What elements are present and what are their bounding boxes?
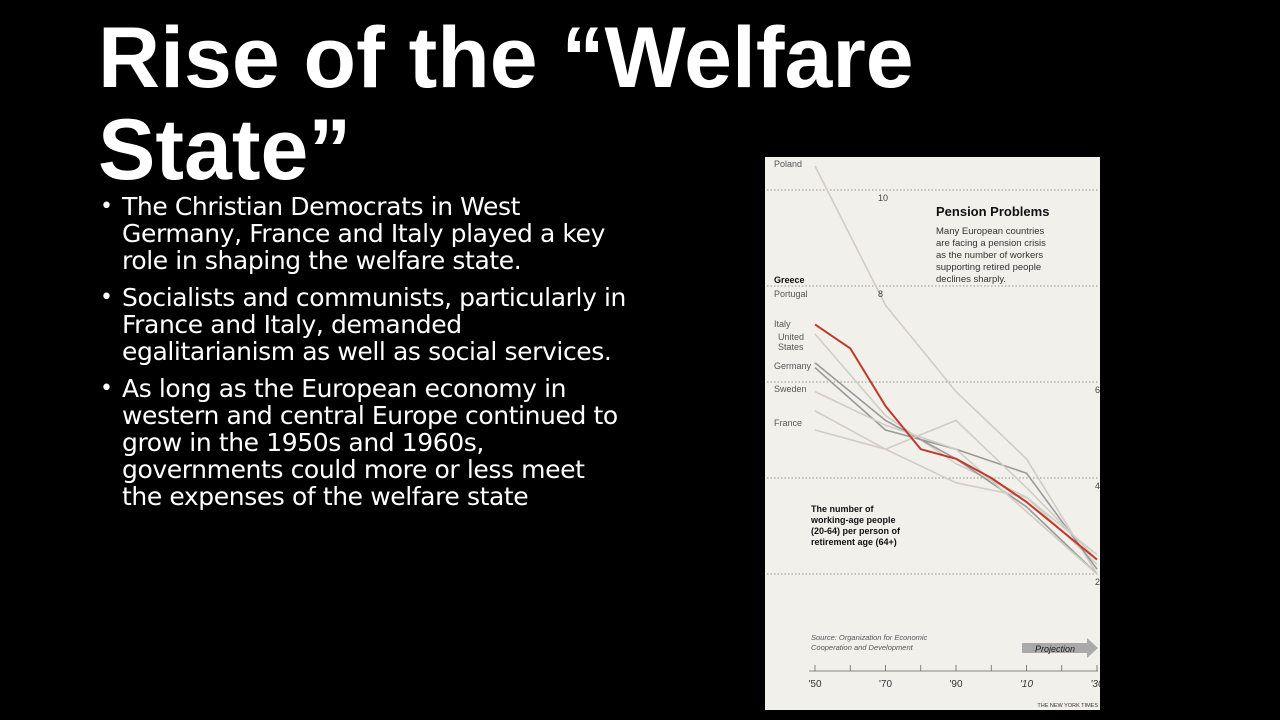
annotation-line: working-age people	[810, 515, 896, 525]
chart-title: Pension Problems	[936, 204, 1049, 219]
chart-subtitle-line: declines sharply.	[936, 274, 1006, 285]
series-label: States	[778, 342, 804, 352]
y-tick-label: 8	[878, 289, 883, 299]
chart-series-layer	[814, 165, 1098, 575]
series-line	[814, 390, 1098, 575]
series-label: Poland	[774, 159, 802, 169]
bullet-text: As long as the European economy in weste…	[122, 374, 618, 511]
bullet-text: The Christian Democrats in West Germany,…	[122, 192, 605, 275]
slide-title: Rise of the “Welfare State”	[98, 10, 914, 198]
bullet-list: • The Christian Democrats in West Germany…	[100, 193, 630, 520]
series-line	[814, 410, 1098, 556]
series-label: United	[778, 332, 804, 342]
projection-label: Projection	[1035, 644, 1075, 654]
bullet-dot-icon: •	[100, 285, 113, 310]
source-line: Source: Organization for Economic	[811, 633, 928, 642]
projection-arrow-icon	[1022, 638, 1098, 658]
y-tick-label: 6	[1095, 385, 1100, 395]
annotation-line: retirement age (64+)	[811, 537, 897, 547]
series-line	[814, 165, 1098, 575]
bullet-item: • The Christian Democrats in West Germany…	[100, 193, 630, 274]
chart-subtitle-line: Many European countries	[936, 226, 1045, 237]
annotation-line: The number of	[811, 504, 875, 514]
chart-canvas: 10 8 6 4 2 '50 '70 '90 '10 '30 Poland Greece Portuga…	[767, 159, 1100, 709]
y-tick-label: 2	[1095, 577, 1100, 587]
series-label: Greece	[774, 275, 805, 285]
x-tick-label: '90	[949, 679, 962, 690]
series-label: Portugal	[774, 289, 808, 299]
series-label: Germany	[774, 361, 812, 371]
bullet-item: • Socialists and communists, particularly…	[100, 284, 630, 365]
y-tick-label: 10	[878, 193, 888, 203]
bullet-dot-icon: •	[100, 194, 113, 219]
chart-subtitle-line: as the number of workers	[936, 250, 1043, 261]
chart-subtitle-line: supporting retired people	[936, 262, 1041, 273]
series-line	[814, 323, 1098, 561]
x-tick-label: '30	[1090, 679, 1100, 690]
x-tick-label: '70	[879, 679, 892, 690]
chart-grid	[767, 189, 1098, 672]
y-tick-label: 4	[1095, 481, 1100, 491]
chart-subtitle-line: are facing a pension crisis	[936, 238, 1046, 249]
bullet-text: Socialists and communists, particularly …	[122, 283, 627, 366]
x-tick-label: '50	[808, 679, 821, 690]
series-line	[814, 419, 1098, 561]
bullet-item: • As long as the European economy in west…	[100, 375, 630, 510]
chart-labels: 10 8 6 4 2 '50 '70 '90 '10 '30 Poland Greece Portuga…	[774, 159, 1100, 709]
annotation-line: (20-64) per person of	[811, 526, 901, 536]
series-label: France	[774, 418, 802, 428]
pension-chart: 10 8 6 4 2 '50 '70 '90 '10 '30 Poland Greece Portuga…	[765, 157, 1100, 710]
bullet-dot-icon: •	[100, 376, 113, 401]
credit-label: THE NEW YORK TIMES	[1037, 703, 1098, 709]
source-line: Cooperation and Development	[811, 643, 914, 652]
series-line	[814, 333, 1098, 565]
series-label: Italy	[774, 319, 791, 329]
x-tick-label: '10	[1020, 679, 1033, 690]
series-label: Sweden	[774, 384, 807, 394]
